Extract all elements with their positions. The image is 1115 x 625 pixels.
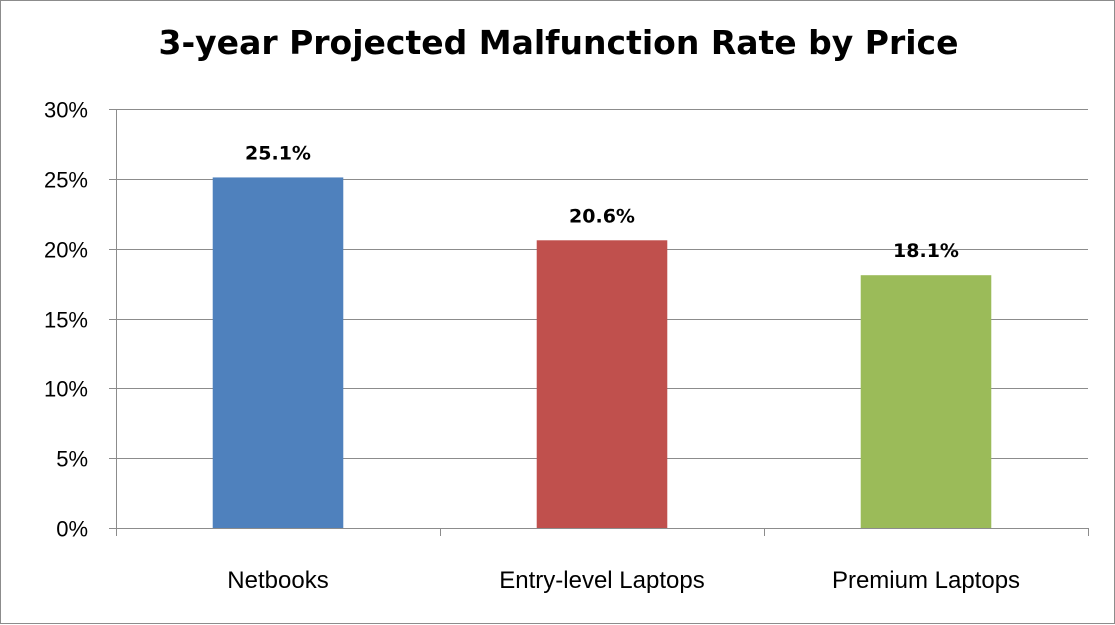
bar-entry-level-laptops bbox=[536, 240, 668, 528]
chart-title: 3-year Projected Malfunction Rate by Pri… bbox=[158, 23, 959, 62]
y-tick-label: 25% bbox=[44, 168, 88, 193]
data-label: 25.1% bbox=[245, 142, 311, 164]
y-tick-label: 15% bbox=[44, 308, 88, 333]
y-tick-label: 0% bbox=[56, 517, 88, 542]
y-tick-label: 5% bbox=[56, 447, 88, 472]
y-tick-label: 20% bbox=[44, 238, 88, 263]
bar-premium-laptops bbox=[860, 275, 992, 528]
data-label: 20.6% bbox=[569, 205, 635, 227]
x-category-label: Entry-level Laptops bbox=[499, 567, 704, 594]
data-label: 18.1% bbox=[893, 240, 959, 262]
x-category-label: Netbooks bbox=[227, 567, 328, 594]
y-tick-label: 30% bbox=[44, 98, 88, 123]
y-tick-label: 10% bbox=[44, 377, 88, 402]
bar-netbooks bbox=[212, 177, 344, 529]
x-category-label: Premium Laptops bbox=[832, 567, 1020, 594]
